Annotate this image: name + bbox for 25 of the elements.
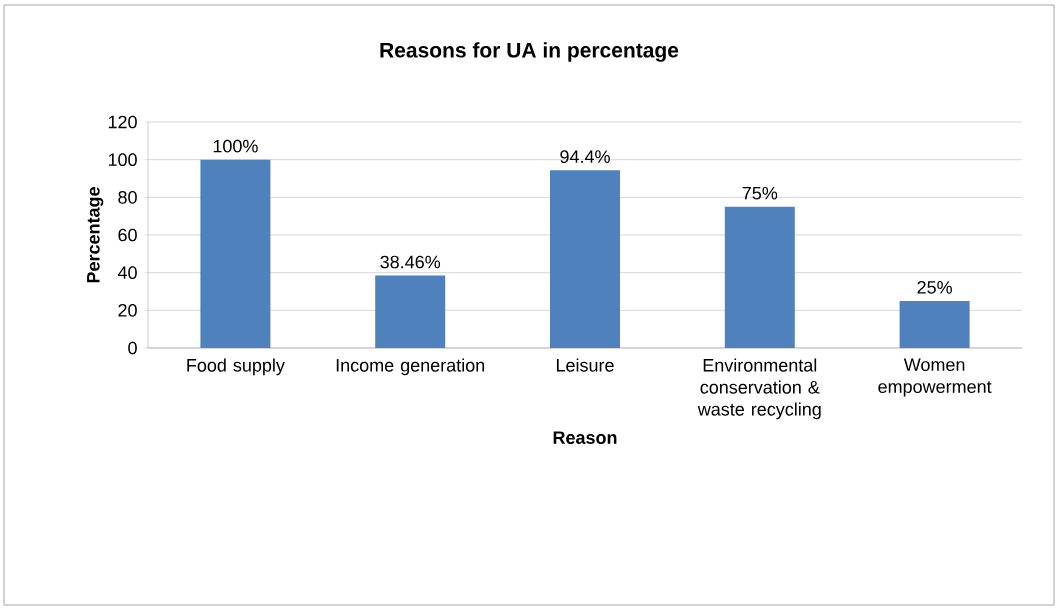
chart-title: Reasons for UA in percentage xyxy=(380,42,679,62)
x-tick-label: Income generation xyxy=(336,358,485,376)
y-tick-label: 40 xyxy=(117,266,137,280)
x-tick-label: Environmental conservation & waste recycling xyxy=(697,358,821,420)
y-tick-label: 0 xyxy=(128,341,137,355)
x-tick-label: Food supply xyxy=(187,358,285,376)
y-tick-label: 100 xyxy=(108,153,137,167)
y-tick-label: 80 xyxy=(118,190,137,204)
data-label: 100% xyxy=(213,139,258,153)
bar xyxy=(200,159,271,348)
data-label: 25% xyxy=(917,280,952,294)
y-axis-title: Percentage xyxy=(87,187,104,283)
data-label: 75% xyxy=(742,186,778,200)
x-tick-label: Leisure xyxy=(556,358,614,372)
bar xyxy=(550,170,620,348)
bar xyxy=(375,275,446,348)
y-tick-label: 20 xyxy=(118,303,137,317)
x-axis-title: Reason xyxy=(553,431,617,444)
data-label: 38.46% xyxy=(380,255,441,269)
y-tick-label: 120 xyxy=(108,115,137,129)
y-tick-label: 60 xyxy=(118,228,137,242)
x-tick-label: Women empowerment xyxy=(878,358,992,397)
bar xyxy=(724,206,795,348)
bar xyxy=(899,300,970,348)
data-label: 94.4% xyxy=(560,150,610,164)
